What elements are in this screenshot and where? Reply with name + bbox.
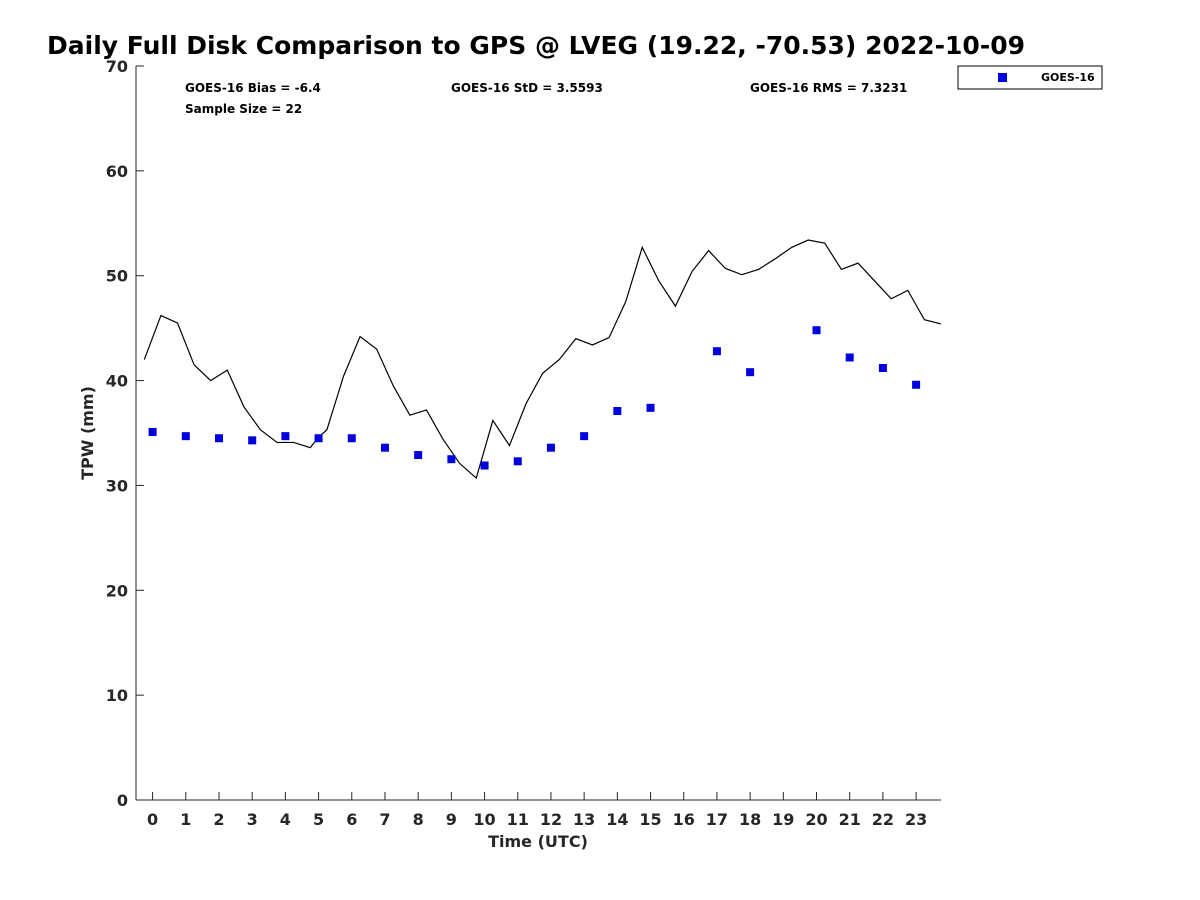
gps-reference-line [143, 239, 942, 480]
data-series [143, 239, 942, 480]
x-tick-label: 14 [606, 810, 628, 829]
y-tick-label: 10 [106, 686, 128, 705]
x-tick-label: 11 [507, 810, 529, 829]
x-tick-label: 7 [379, 810, 390, 829]
tick-marks [136, 65, 917, 801]
legend: GOES-16 [957, 65, 1103, 90]
data-point-goes16 [447, 455, 456, 464]
tick-labels: 0 1 2 3 4 5 6 7 8 9 10 11 12 13 14 15 16 17 18 19 20 21 22 2301… [106, 57, 928, 829]
data-point-goes16 [380, 443, 389, 452]
rms-stat: GOES-16 RMS = 7.3231 [750, 81, 907, 95]
data-point-goes16 [712, 347, 721, 356]
axes [135, 66, 941, 801]
data-point-goes16 [812, 326, 821, 335]
x-tick-label: 5 [313, 810, 324, 829]
x-tick-label: 8 [413, 810, 424, 829]
data-point-goes16 [248, 436, 257, 445]
data-point-goes16 [613, 406, 622, 415]
data-point-goes16 [912, 380, 921, 389]
y-tick-label: 60 [106, 162, 128, 181]
data-point-goes16 [347, 434, 356, 443]
data-point-goes16 [314, 434, 323, 443]
x-tick-label: 4 [280, 810, 291, 829]
y-tick-label: 30 [106, 476, 128, 495]
data-point-goes16 [878, 363, 887, 372]
data-point-goes16 [148, 427, 157, 436]
x-tick-label: 19 [772, 810, 794, 829]
x-tick-label: 0 [147, 810, 158, 829]
data-point-goes16 [480, 461, 489, 470]
y-tick-label: 0 [117, 791, 128, 810]
x-tick-label: 6 [346, 810, 357, 829]
x-axis-label: Time (UTC) [488, 832, 588, 851]
data-point-goes16 [181, 432, 190, 441]
data-point-goes16 [746, 368, 755, 377]
x-tick-label: 20 [805, 810, 827, 829]
x-tick-label: 21 [839, 810, 861, 829]
std-stat: GOES-16 StD = 3.5593 [451, 81, 603, 95]
data-point-goes16 [281, 432, 290, 441]
data-point-goes16 [414, 451, 423, 460]
x-tick-label: 18 [739, 810, 761, 829]
y-tick-label: 40 [106, 372, 128, 391]
y-tick-label: 50 [106, 267, 128, 286]
legend-marker-goes16 [998, 73, 1007, 82]
data-point-goes16 [513, 457, 522, 466]
x-tick-label: 1 [180, 810, 191, 829]
x-tick-label: 23 [905, 810, 927, 829]
x-tick-label: 15 [639, 810, 661, 829]
data-point-goes16 [580, 432, 589, 441]
y-tick-label: 70 [106, 57, 128, 76]
legend-label-goes16: GOES-16 [1041, 71, 1095, 84]
data-point-goes16 [845, 353, 854, 362]
x-tick-label: 16 [673, 810, 695, 829]
data-point-goes16 [546, 443, 555, 452]
y-axis-label: TPW (mm) [78, 386, 97, 480]
data-point-goes16 [214, 434, 223, 443]
sample-size-stat: Sample Size = 22 [185, 102, 302, 116]
legend-box [957, 65, 1103, 90]
x-tick-label: 2 [213, 810, 224, 829]
chart-title: Daily Full Disk Comparison to GPS @ LVEG… [47, 31, 1025, 60]
x-tick-label: 17 [706, 810, 728, 829]
data-point-goes16 [646, 403, 655, 412]
x-tick-label: 22 [872, 810, 894, 829]
x-tick-label: 12 [540, 810, 562, 829]
x-tick-label: 3 [247, 810, 258, 829]
bias-stat: GOES-16 Bias = -6.4 [185, 81, 321, 95]
x-tick-label: 9 [446, 810, 457, 829]
y-tick-label: 20 [106, 581, 128, 600]
x-tick-label: 13 [573, 810, 595, 829]
x-tick-label: 10 [473, 810, 495, 829]
